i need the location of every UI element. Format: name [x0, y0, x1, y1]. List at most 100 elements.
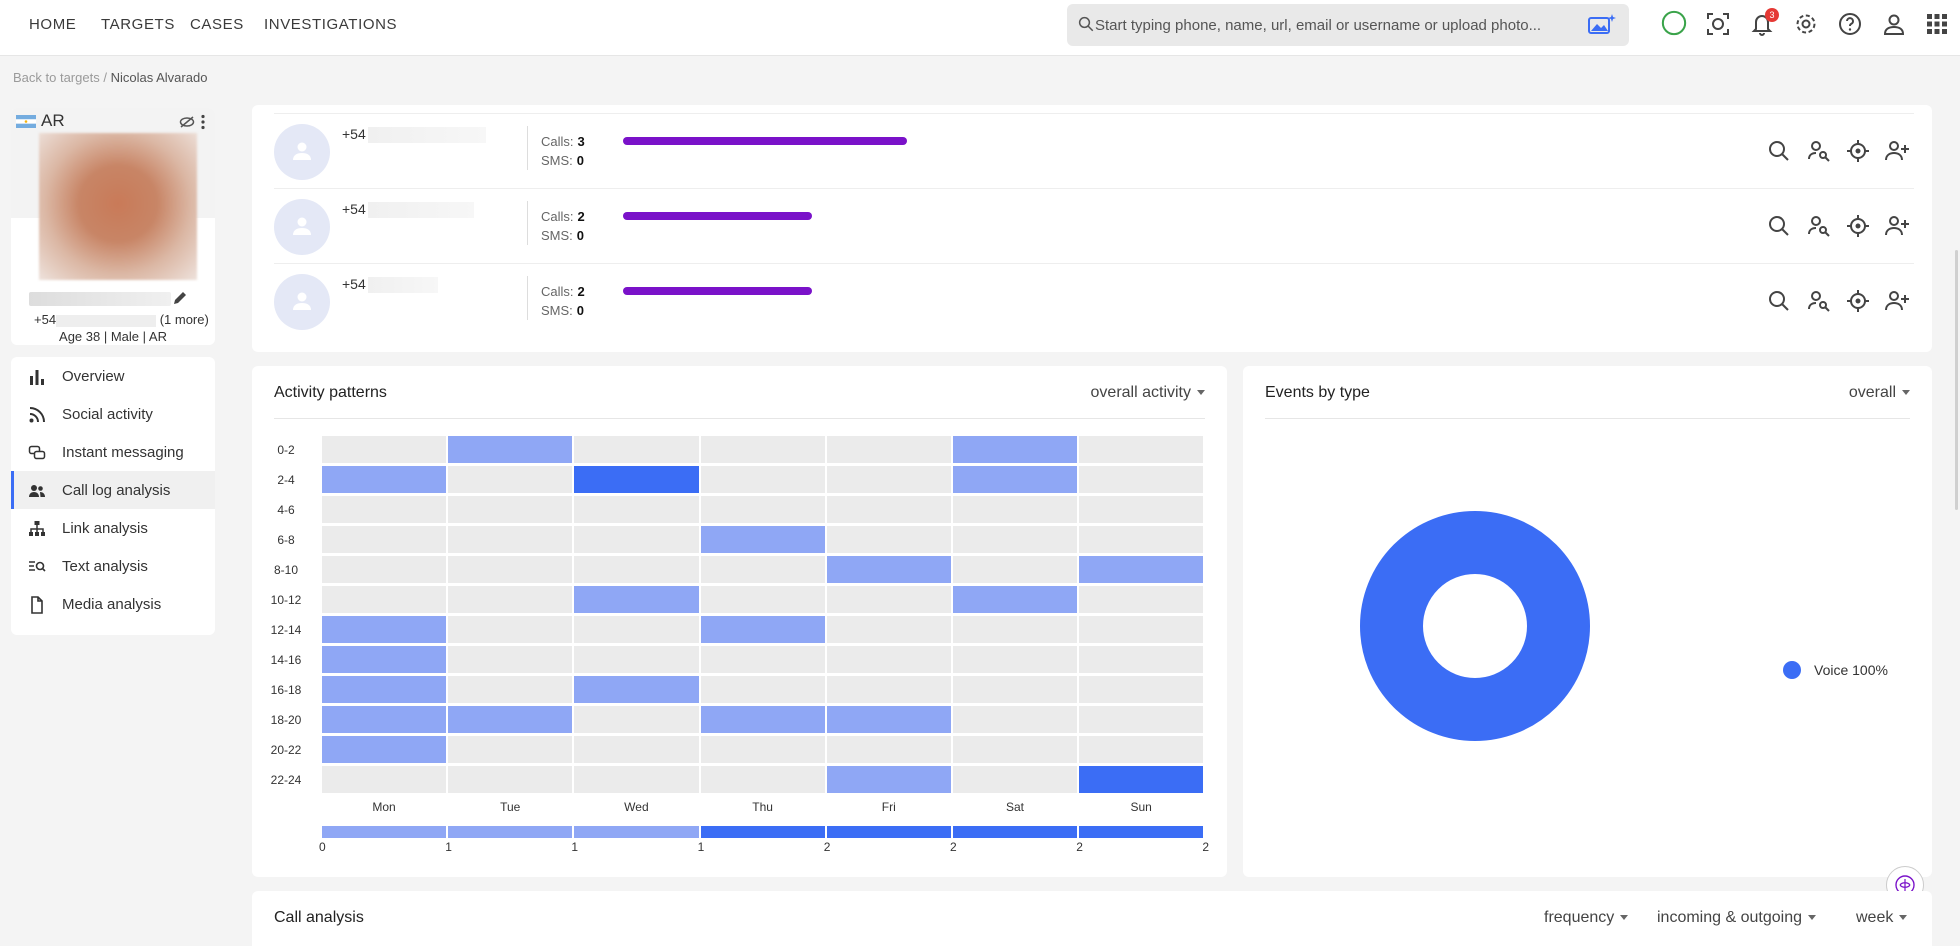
- heatmap-cell[interactable]: [700, 616, 825, 643]
- heatmap-cell[interactable]: [1079, 706, 1204, 733]
- frequency-dropdown[interactable]: frequency: [1544, 909, 1629, 927]
- heatmap-cell[interactable]: [574, 646, 699, 673]
- heatmap-cell[interactable]: [826, 706, 951, 733]
- heatmap-cell[interactable]: [953, 556, 1078, 583]
- gear-icon[interactable]: [1793, 11, 1819, 37]
- breadcrumb-back-link[interactable]: Back to targets: [13, 70, 100, 85]
- target-icon[interactable]: [1845, 288, 1871, 314]
- heatmap-cell[interactable]: [1079, 436, 1204, 463]
- heatmap-cell[interactable]: [1079, 496, 1204, 523]
- heatmap-cell[interactable]: [1079, 766, 1204, 793]
- heatmap-cell[interactable]: [700, 466, 825, 493]
- heatmap-cell[interactable]: [826, 436, 951, 463]
- search-icon[interactable]: [1766, 138, 1792, 164]
- heatmap-cell[interactable]: [826, 556, 951, 583]
- heatmap-cell[interactable]: [448, 676, 573, 703]
- apps-grid-icon[interactable]: [1924, 11, 1950, 37]
- add-user-icon[interactable]: [1884, 138, 1910, 164]
- scrollbar[interactable]: [1955, 250, 1958, 510]
- contact-row[interactable]: +54 Calls: 2 SMS: 0: [274, 263, 1914, 338]
- eye-off-icon[interactable]: [179, 115, 195, 129]
- sidebar-item-social-activity[interactable]: Social activity: [11, 395, 215, 433]
- heatmap-cell[interactable]: [700, 526, 825, 553]
- heatmap-cell[interactable]: [1079, 676, 1204, 703]
- person-search-icon[interactable]: [1806, 213, 1832, 239]
- user-icon[interactable]: [1881, 11, 1907, 37]
- heatmap-cell[interactable]: [826, 616, 951, 643]
- heatmap-cell[interactable]: [322, 556, 447, 583]
- heatmap-cell[interactable]: [574, 616, 699, 643]
- heatmap-cell[interactable]: [574, 766, 699, 793]
- heatmap-cell[interactable]: [322, 676, 447, 703]
- help-icon[interactable]: [1837, 11, 1863, 37]
- bell-icon[interactable]: [1749, 11, 1775, 37]
- heatmap-cell[interactable]: [953, 766, 1078, 793]
- image-upload-icon[interactable]: [1587, 13, 1617, 37]
- sidebar-item-text-analysis[interactable]: Text analysis: [11, 547, 215, 585]
- heatmap-cell[interactable]: [322, 496, 447, 523]
- heatmap-cell[interactable]: [953, 646, 1078, 673]
- heatmap-cell[interactable]: [700, 706, 825, 733]
- heatmap-cell[interactable]: [700, 586, 825, 613]
- heatmap-cell[interactable]: [826, 586, 951, 613]
- heatmap-cell[interactable]: [700, 766, 825, 793]
- status-ring-icon[interactable]: [1661, 10, 1687, 36]
- heatmap-cell[interactable]: [953, 496, 1078, 523]
- heatmap-cell[interactable]: [574, 526, 699, 553]
- more-vertical-icon[interactable]: [200, 114, 206, 130]
- heatmap-cell[interactable]: [448, 616, 573, 643]
- face-scan-icon[interactable]: [1705, 11, 1731, 37]
- heatmap-cell[interactable]: [574, 556, 699, 583]
- target-icon[interactable]: [1845, 213, 1871, 239]
- heatmap-cell[interactable]: [574, 706, 699, 733]
- heatmap-cell[interactable]: [826, 496, 951, 523]
- heatmap-cell[interactable]: [700, 556, 825, 583]
- heatmap-cell[interactable]: [826, 646, 951, 673]
- heatmap-cell[interactable]: [574, 436, 699, 463]
- heatmap-cell[interactable]: [1079, 616, 1204, 643]
- activity-dropdown[interactable]: overall activity: [1091, 384, 1205, 402]
- nav-targets[interactable]: TARGETS: [101, 16, 175, 33]
- heatmap-cell[interactable]: [574, 676, 699, 703]
- heatmap-cell[interactable]: [953, 616, 1078, 643]
- heatmap-cell[interactable]: [322, 766, 447, 793]
- heatmap-cell[interactable]: [1079, 526, 1204, 553]
- sidebar-item-media-analysis[interactable]: Media analysis: [11, 585, 215, 623]
- nav-cases[interactable]: CASES: [190, 16, 244, 33]
- heatmap-cell[interactable]: [700, 436, 825, 463]
- sidebar-item-overview[interactable]: Overview: [11, 357, 215, 395]
- person-search-icon[interactable]: [1806, 138, 1832, 164]
- contact-row[interactable]: +54 Calls: 3 SMS: 0: [274, 113, 1914, 188]
- heatmap-cell[interactable]: [826, 676, 951, 703]
- heatmap-cell[interactable]: [826, 466, 951, 493]
- heatmap-cell[interactable]: [1079, 646, 1204, 673]
- heatmap-cell[interactable]: [953, 526, 1078, 553]
- heatmap-cell[interactable]: [322, 586, 447, 613]
- heatmap-cell[interactable]: [953, 586, 1078, 613]
- search-input[interactable]: [1095, 12, 1565, 38]
- heatmap-cell[interactable]: [574, 586, 699, 613]
- add-user-icon[interactable]: [1884, 288, 1910, 314]
- heatmap-cell[interactable]: [574, 736, 699, 763]
- person-search-icon[interactable]: [1806, 288, 1832, 314]
- heatmap-cell[interactable]: [322, 646, 447, 673]
- target-icon[interactable]: [1845, 138, 1871, 164]
- heatmap-cell[interactable]: [448, 466, 573, 493]
- add-user-icon[interactable]: [1884, 213, 1910, 239]
- heatmap-cell[interactable]: [448, 766, 573, 793]
- heatmap-cell[interactable]: [448, 436, 573, 463]
- search-icon[interactable]: [1766, 213, 1792, 239]
- profile-more-link[interactable]: (1 more): [159, 312, 209, 327]
- heatmap-cell[interactable]: [322, 736, 447, 763]
- heatmap-cell[interactable]: [448, 526, 573, 553]
- heatmap-cell[interactable]: [826, 526, 951, 553]
- sidebar-item-instant-messaging[interactable]: Instant messaging: [11, 433, 215, 471]
- heatmap-cell[interactable]: [322, 706, 447, 733]
- heatmap-cell[interactable]: [1079, 466, 1204, 493]
- heatmap-cell[interactable]: [448, 706, 573, 733]
- nav-home[interactable]: HOME: [29, 16, 77, 33]
- heatmap-cell[interactable]: [953, 706, 1078, 733]
- heatmap-cell[interactable]: [826, 736, 951, 763]
- heatmap-cell[interactable]: [448, 556, 573, 583]
- contact-row[interactable]: +54 Calls: 2 SMS: 0: [274, 188, 1914, 263]
